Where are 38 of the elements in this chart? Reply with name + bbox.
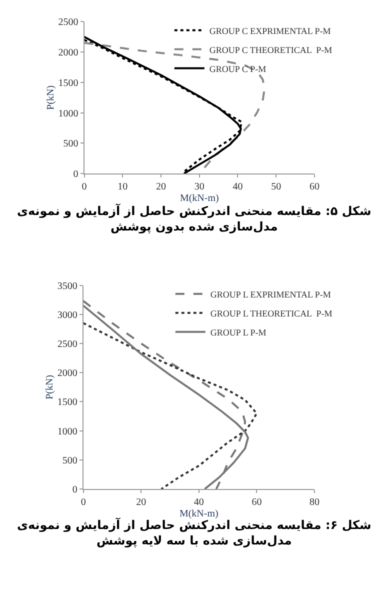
- y-tick-label: 1000: [58, 108, 78, 120]
- y-tick-label: 1000: [57, 426, 78, 438]
- x-axis-title: M(kN-m): [180, 193, 219, 204]
- x-tick-label: 80: [309, 497, 320, 508]
- text: شکل ۵: مقایسه منحنی اندرکنش حاصل از آزمایش و نمونه‌ی مدل‌سازی شده بدون پوشش: [17, 203, 372, 234]
- legend-label: GROUP C THEORETICAL P-M: [209, 44, 332, 55]
- x-tick-label: 10: [118, 182, 128, 193]
- y-axis-title: P(kN): [45, 85, 56, 110]
- y-tick-label: 2000: [58, 48, 78, 59]
- x-tick-label: 20: [156, 182, 166, 193]
- x-tick-label: 40: [232, 182, 243, 193]
- y-axis-title: P(kN): [44, 374, 56, 400]
- y-tick-label: 1500: [58, 78, 78, 89]
- x-tick-label: 60: [309, 182, 320, 193]
- x-tick-label: 40: [194, 497, 204, 508]
- y-tick-label: 1500: [57, 397, 78, 408]
- x-axis-title: M(kN-m): [179, 508, 218, 520]
- y-tick-label: 2500: [58, 17, 78, 28]
- x-tick-label: 50: [271, 182, 282, 193]
- legend-label: GROUP L EXPRIMENTAL P-M: [210, 289, 331, 300]
- legend-label: GROUP C P-M: [209, 64, 266, 74]
- y-tick-label: 0: [72, 484, 78, 496]
- x-tick-label: 0: [80, 497, 86, 508]
- y-tick-label: 3000: [57, 310, 78, 321]
- y-tick-label: 0: [73, 169, 78, 180]
- x-tick-label: 0: [82, 182, 87, 193]
- legend-label: GROUP L P-M: [210, 327, 266, 338]
- x-tick-label: 60: [252, 497, 262, 508]
- legend-label: GROUP C EXPRIMENTAL P-M: [209, 26, 331, 36]
- x-tick-label: 20: [136, 497, 146, 508]
- y-tick-label: 2000: [57, 368, 78, 380]
- text: شکل ۶: مقایسه منحنی اندرکنش حاصل از آزمایش و نمونه‌ی مدل‌سازی شده با سه لایه پوشش: [17, 517, 372, 548]
- y-tick-label: 500: [63, 138, 78, 150]
- legend-label: GROUP L THEORETICAL P-M: [210, 308, 332, 318]
- x-tick-label: 30: [194, 182, 204, 193]
- y-tick-label: 3500: [57, 280, 78, 292]
- y-tick-label: 500: [62, 455, 78, 466]
- y-tick-label: 2500: [57, 338, 78, 350]
